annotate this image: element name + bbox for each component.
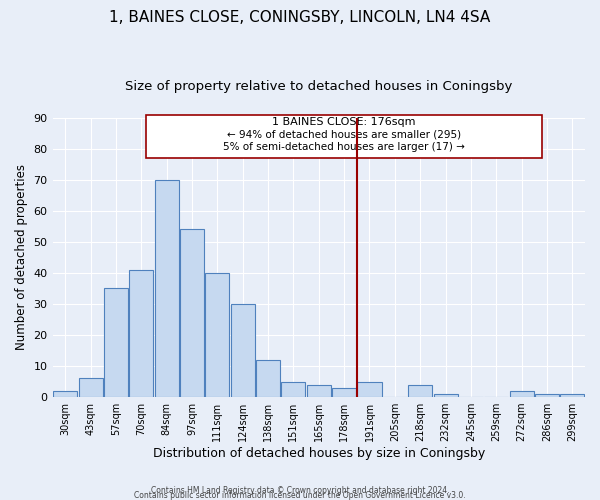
Bar [256,360,280,397]
Bar [307,384,331,397]
Bar [155,180,179,397]
Text: ← 94% of detached houses are smaller (295): ← 94% of detached houses are smaller (29… [227,130,461,140]
X-axis label: Distribution of detached houses by size in Coningsby: Distribution of detached houses by size … [152,447,485,460]
Bar [560,394,584,397]
Bar [434,394,458,397]
Text: 5% of semi-detached houses are larger (17) →: 5% of semi-detached houses are larger (1… [223,142,465,152]
Title: Size of property relative to detached houses in Coningsby: Size of property relative to detached ho… [125,80,512,93]
Bar [230,304,255,397]
Bar [146,114,542,158]
Bar [281,382,305,397]
Bar [79,378,103,397]
Y-axis label: Number of detached properties: Number of detached properties [15,164,28,350]
Bar [205,273,229,397]
Bar [332,388,356,397]
Bar [408,384,432,397]
Bar [509,391,533,397]
Bar [358,382,382,397]
Bar [104,288,128,397]
Text: 1, BAINES CLOSE, CONINGSBY, LINCOLN, LN4 4SA: 1, BAINES CLOSE, CONINGSBY, LINCOLN, LN4… [109,10,491,25]
Text: Contains public sector information licensed under the Open Government Licence v3: Contains public sector information licen… [134,490,466,500]
Text: Contains HM Land Registry data © Crown copyright and database right 2024.: Contains HM Land Registry data © Crown c… [151,486,449,495]
Bar [180,230,204,397]
Bar [53,391,77,397]
Bar [129,270,154,397]
Text: 1 BAINES CLOSE: 176sqm: 1 BAINES CLOSE: 176sqm [272,118,416,128]
Bar [535,394,559,397]
